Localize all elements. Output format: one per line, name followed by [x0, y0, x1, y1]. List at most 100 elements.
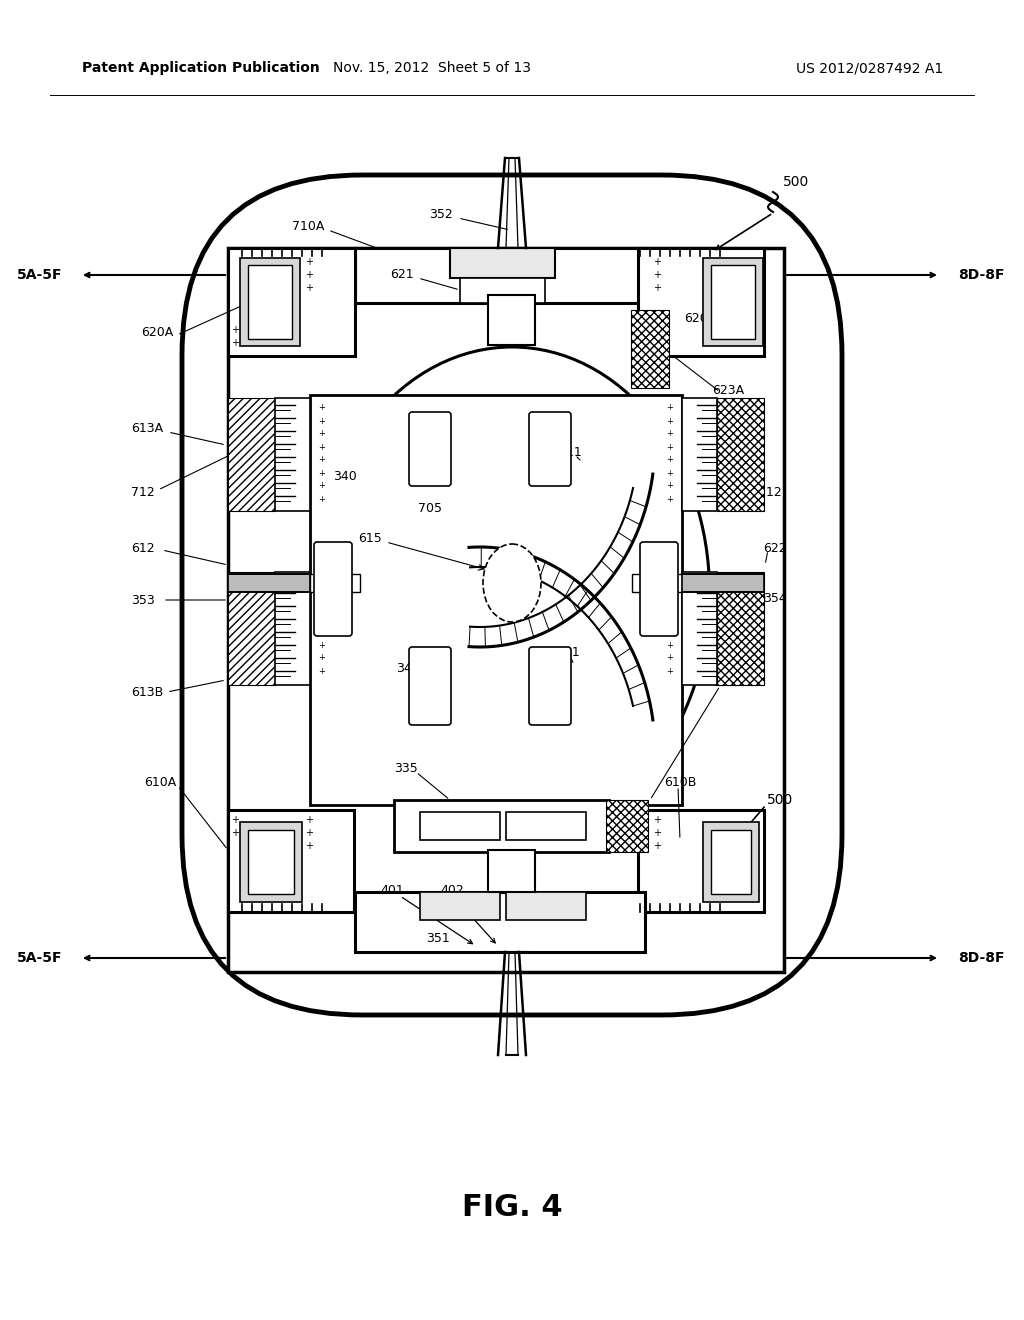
Text: 712: 712	[131, 486, 155, 499]
Text: +: +	[667, 442, 674, 451]
Text: 352: 352	[429, 209, 453, 222]
Text: +: +	[667, 627, 674, 636]
Text: 710A: 710A	[292, 219, 325, 232]
Text: +: +	[667, 469, 674, 478]
Text: 610B: 610B	[664, 776, 696, 788]
Text: +: +	[318, 576, 326, 585]
FancyBboxPatch shape	[409, 412, 451, 486]
Bar	[638, 810, 764, 912]
Text: +: +	[653, 814, 662, 825]
Text: 354: 354	[763, 591, 786, 605]
Text: +: +	[318, 602, 326, 610]
Text: +: +	[305, 257, 313, 267]
Bar	[248, 830, 294, 894]
Bar	[228, 248, 784, 972]
Text: +: +	[667, 455, 674, 465]
Bar	[711, 265, 755, 339]
Bar	[240, 257, 300, 346]
FancyBboxPatch shape	[314, 543, 352, 636]
Text: +: +	[305, 828, 313, 838]
Bar	[703, 257, 763, 346]
Text: +: +	[318, 442, 326, 451]
Ellipse shape	[483, 544, 541, 622]
Text: Nov. 15, 2012  Sheet 5 of 13: Nov. 15, 2012 Sheet 5 of 13	[333, 61, 531, 75]
Text: 8D-8F: 8D-8F	[958, 950, 1005, 965]
Bar	[631, 310, 669, 388]
Bar	[228, 574, 310, 591]
FancyBboxPatch shape	[529, 412, 571, 486]
Text: +: +	[318, 653, 326, 663]
Bar	[228, 810, 354, 912]
Bar	[310, 574, 360, 591]
Text: 500: 500	[767, 793, 794, 807]
Text: +: +	[305, 841, 313, 851]
Bar	[248, 265, 292, 339]
Bar	[703, 822, 759, 902]
Text: 340: 340	[333, 470, 357, 483]
Text: 353: 353	[131, 594, 155, 606]
Bar	[394, 800, 609, 851]
Text: +: +	[318, 627, 326, 636]
Text: 711: 711	[556, 645, 580, 659]
Text: +: +	[318, 615, 326, 623]
Text: 5A-5F: 5A-5F	[16, 950, 62, 965]
Text: +: +	[318, 482, 326, 491]
Text: +: +	[667, 589, 674, 598]
Text: +: +	[318, 429, 326, 438]
Text: 613A: 613A	[131, 421, 163, 434]
Text: +: +	[231, 828, 239, 838]
Bar	[420, 892, 500, 920]
Bar	[355, 248, 645, 304]
Text: 623A: 623A	[712, 384, 744, 396]
Bar	[355, 892, 645, 952]
Text: 621: 621	[390, 268, 414, 281]
Text: +: +	[305, 814, 313, 825]
Bar	[682, 399, 717, 511]
Bar	[632, 574, 682, 591]
Bar	[488, 850, 535, 892]
Text: FIG. 4: FIG. 4	[462, 1193, 562, 1222]
Text: 5A-5F: 5A-5F	[16, 268, 62, 282]
Text: 426: 426	[424, 432, 447, 445]
Text: 615: 615	[358, 532, 382, 544]
Bar	[682, 572, 717, 685]
Text: 623B: 623B	[712, 676, 744, 689]
Text: +: +	[318, 667, 326, 676]
Bar	[460, 279, 545, 304]
Text: +: +	[318, 417, 326, 425]
Text: 613B: 613B	[131, 685, 163, 698]
Text: +: +	[653, 282, 662, 293]
Text: 620A: 620A	[141, 326, 173, 338]
Text: +: +	[667, 417, 674, 425]
Bar	[488, 294, 535, 345]
Bar	[711, 830, 751, 894]
Text: 610A: 610A	[144, 776, 176, 788]
FancyBboxPatch shape	[409, 647, 451, 725]
Text: +: +	[667, 640, 674, 649]
Bar	[228, 572, 275, 685]
Text: Patent Application Publication: Patent Application Publication	[82, 61, 319, 75]
Text: +: +	[231, 325, 239, 335]
Text: +: +	[305, 282, 313, 293]
Bar	[420, 812, 500, 840]
Bar	[638, 248, 764, 356]
Text: 500: 500	[783, 176, 809, 189]
Text: +: +	[318, 495, 326, 503]
Text: +: +	[318, 404, 326, 412]
Bar	[717, 399, 764, 511]
Text: 705: 705	[418, 502, 442, 515]
Text: 335: 335	[394, 762, 418, 775]
Text: +: +	[653, 271, 662, 280]
Bar	[240, 822, 302, 902]
Text: +: +	[667, 667, 674, 676]
Text: 711: 711	[558, 446, 582, 458]
Bar	[310, 395, 682, 805]
Text: 622: 622	[763, 541, 786, 554]
Text: +: +	[318, 455, 326, 465]
Bar	[450, 248, 555, 279]
Text: 351: 351	[426, 932, 450, 945]
Text: +: +	[305, 271, 313, 280]
Text: +: +	[318, 589, 326, 598]
Text: +: +	[667, 482, 674, 491]
Bar	[506, 892, 586, 920]
